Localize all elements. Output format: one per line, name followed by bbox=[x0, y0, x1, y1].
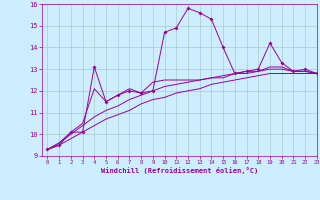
X-axis label: Windchill (Refroidissement éolien,°C): Windchill (Refroidissement éolien,°C) bbox=[100, 167, 258, 174]
